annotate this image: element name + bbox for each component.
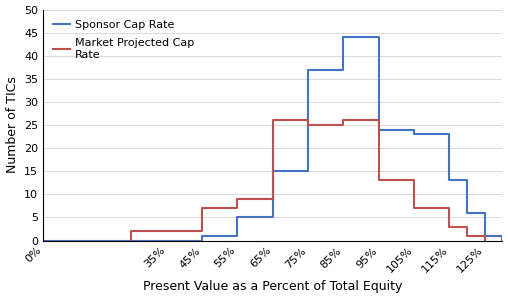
Market Projected Cap
Rate: [340, 119, 346, 122]
Legend: Sponsor Cap Rate, Market Projected Cap
Rate: Sponsor Cap Rate, Market Projected Cap R…: [49, 15, 199, 65]
Market Projected Cap
Rate: [270, 119, 276, 122]
Market Projected Cap
Rate: [340, 123, 346, 127]
Market Projected Cap
Rate: [411, 179, 417, 182]
Market Projected Cap
Rate: [482, 234, 488, 238]
Sponsor Cap Rate: [376, 36, 382, 39]
Market Projected Cap
Rate: [482, 239, 488, 242]
Sponsor Cap Rate: [234, 234, 240, 238]
Market Projected Cap
Rate: [270, 197, 276, 201]
Market Projected Cap
Rate: [464, 234, 470, 238]
Market Projected Cap
Rate: [464, 225, 470, 228]
Sponsor Cap Rate: [270, 170, 276, 173]
Market Projected Cap
Rate: [305, 119, 311, 122]
Sponsor Cap Rate: [411, 132, 417, 136]
X-axis label: Present Value as a Percent of Total Equity: Present Value as a Percent of Total Equi…: [143, 280, 402, 293]
Market Projected Cap
Rate: [234, 197, 240, 201]
Sponsor Cap Rate: [164, 239, 170, 242]
Market Projected Cap
Rate: [164, 229, 170, 233]
Sponsor Cap Rate: [482, 234, 488, 238]
Sponsor Cap Rate: [340, 68, 346, 71]
Market Projected Cap
Rate: [164, 229, 170, 233]
Market Projected Cap
Rate: [305, 123, 311, 127]
Market Projected Cap
Rate: [447, 225, 453, 228]
Sponsor Cap Rate: [199, 239, 205, 242]
Line: Sponsor Cap Rate: Sponsor Cap Rate: [43, 37, 502, 240]
Market Projected Cap
Rate: [376, 179, 382, 182]
Market Projected Cap
Rate: [447, 206, 453, 210]
Sponsor Cap Rate: [499, 239, 505, 242]
Market Projected Cap
Rate: [234, 206, 240, 210]
Sponsor Cap Rate: [447, 132, 453, 136]
Sponsor Cap Rate: [305, 68, 311, 71]
Y-axis label: Number of TICs: Number of TICs: [6, 77, 19, 173]
Line: Market Projected Cap
Rate: Market Projected Cap Rate: [132, 120, 485, 240]
Market Projected Cap
Rate: [376, 119, 382, 122]
Sponsor Cap Rate: [499, 234, 505, 238]
Market Projected Cap
Rate: [129, 229, 135, 233]
Sponsor Cap Rate: [305, 170, 311, 173]
Market Projected Cap
Rate: [411, 206, 417, 210]
Sponsor Cap Rate: [270, 216, 276, 219]
Sponsor Cap Rate: [464, 179, 470, 182]
Sponsor Cap Rate: [482, 211, 488, 215]
Sponsor Cap Rate: [340, 36, 346, 39]
Market Projected Cap
Rate: [199, 206, 205, 210]
Sponsor Cap Rate: [411, 128, 417, 132]
Sponsor Cap Rate: [164, 239, 170, 242]
Sponsor Cap Rate: [234, 216, 240, 219]
Sponsor Cap Rate: [376, 128, 382, 132]
Sponsor Cap Rate: [447, 179, 453, 182]
Sponsor Cap Rate: [464, 211, 470, 215]
Sponsor Cap Rate: [40, 239, 46, 242]
Market Projected Cap
Rate: [129, 239, 135, 242]
Market Projected Cap
Rate: [199, 229, 205, 233]
Sponsor Cap Rate: [40, 239, 46, 242]
Sponsor Cap Rate: [199, 234, 205, 238]
